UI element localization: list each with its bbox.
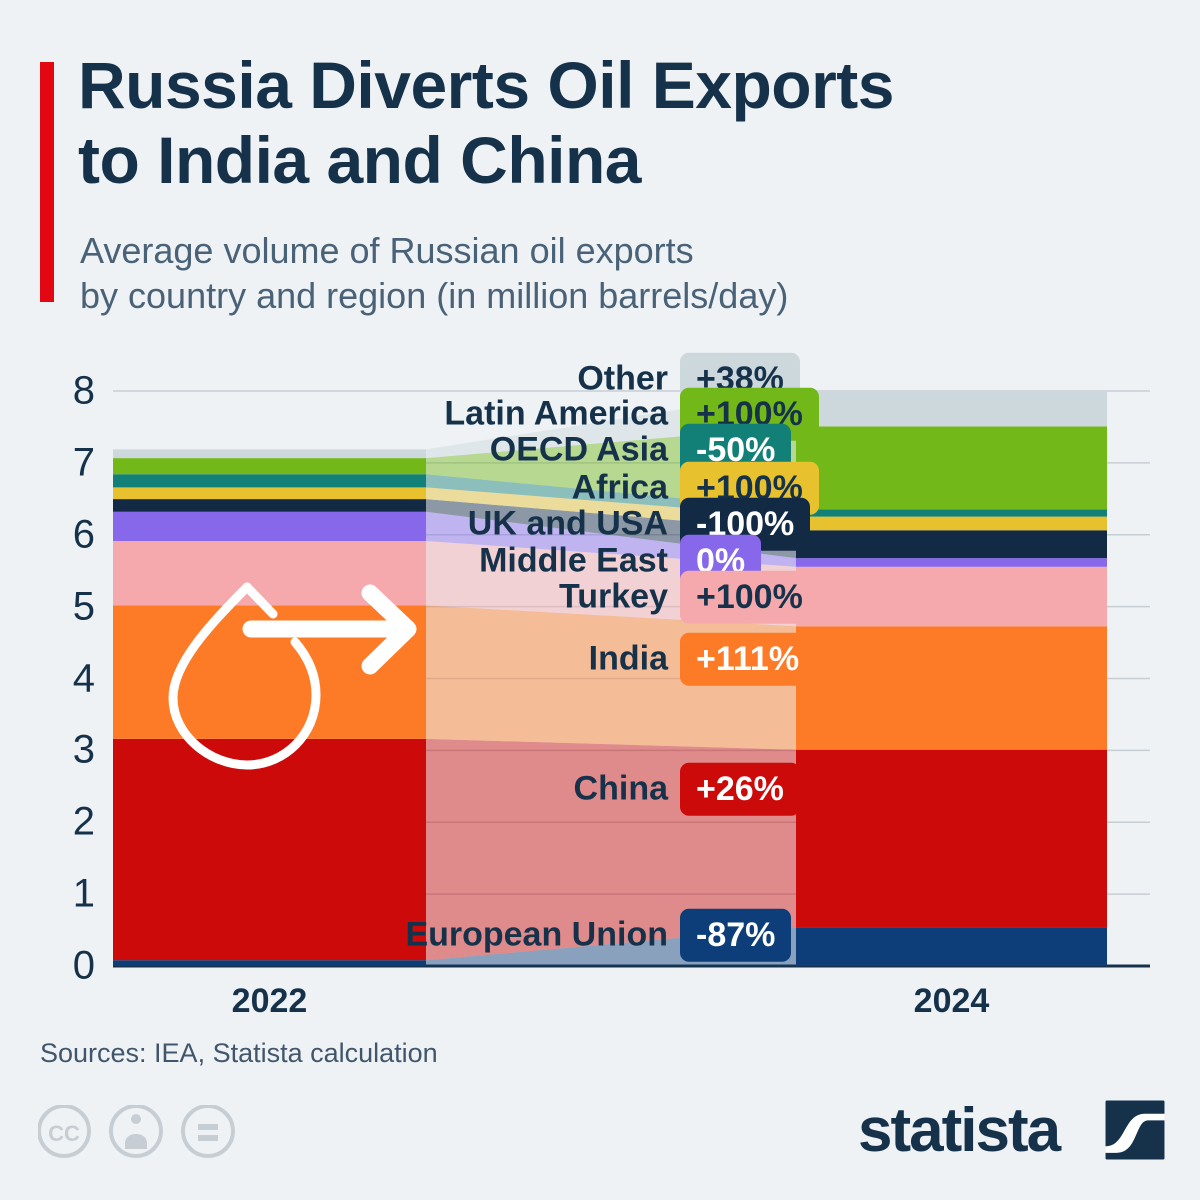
svg-text:statista: statista	[858, 1096, 1062, 1165]
svg-text:CC: CC	[48, 1121, 80, 1146]
